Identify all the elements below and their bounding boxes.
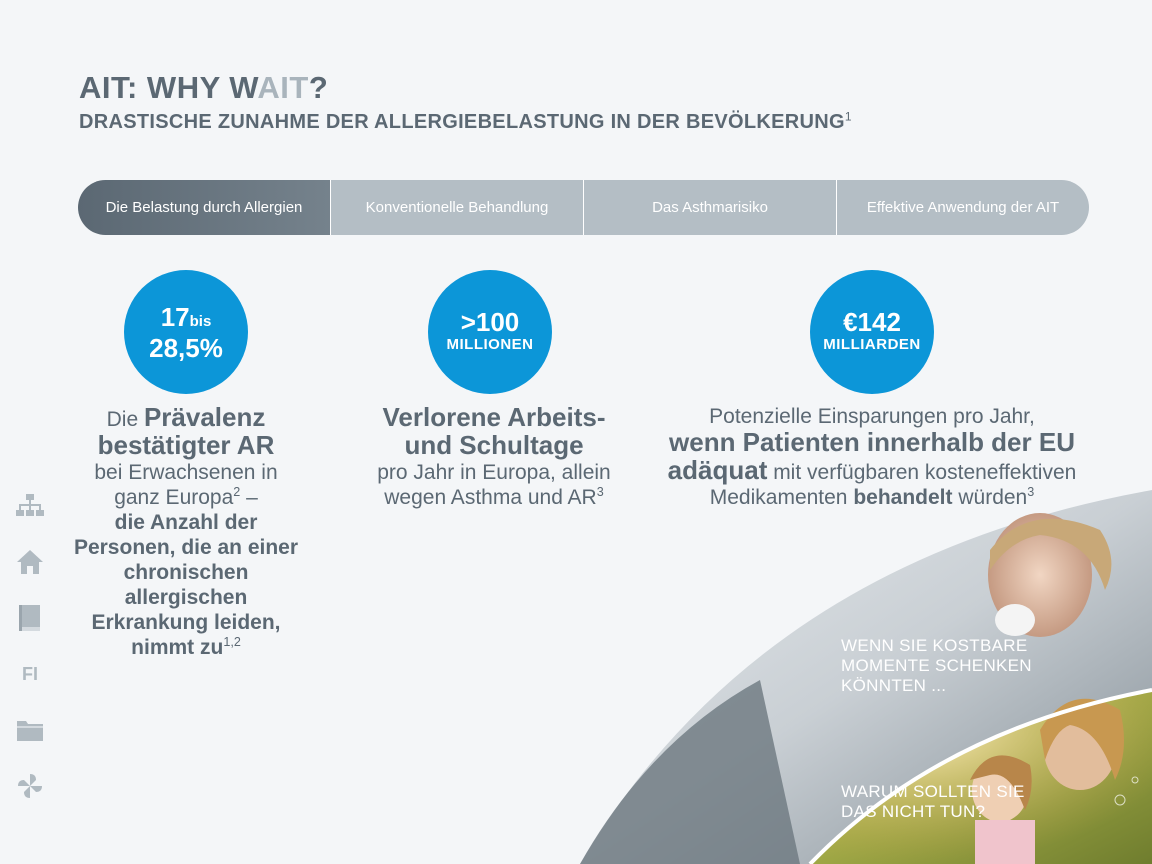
stat-text-workdays: Verlorene Arbeits- und Schultage pro Jah… [356,404,632,510]
stat-circle-savings: €142 MILLIARDEN [810,270,934,394]
stat-value-b: 28,5% [149,332,223,363]
title-part-light: AIT [257,70,309,105]
stat-value-bis: bis [189,312,212,330]
text-part-bold: die Anzahl der Personen, die an einer ch… [73,511,299,659]
photo-caption-2: WARUM SOLLTEN SIE DAS NICHT TUN? [841,782,1025,821]
text-part: bei Erwachsenen in ganz Europa [94,461,278,509]
text-part: Die [106,408,144,431]
title-part: ? [308,70,329,105]
fi-icon[interactable]: FI [22,663,38,684]
subtitle-text: DRASTISCHE ZUNAHME DER ALLERGIEBELASTUNG… [79,111,845,133]
footnote-ref: 3 [1027,485,1035,499]
stat-value: €142 [843,307,901,337]
tab-effektive-anwendung[interactable]: Effektive Anwendung der AIT [836,180,1089,235]
page-title: AIT: WHY WAIT? [79,70,328,106]
stat-text-prevalence: Die Prävalenz bestätigter AR bei Erwachs… [70,404,302,660]
stat-unit: MILLIONEN [446,336,534,353]
sitemap-icon[interactable] [14,490,46,522]
text-part: würden [952,486,1028,509]
sidebar: FI [14,490,46,826]
home-icon[interactable] [14,546,46,578]
photo-caption-1: WENN SIE KOSTBARE MOMENTE SCHENKEN KÖNNT… [841,636,1032,695]
stat-value: 17bis [161,304,212,335]
page-subtitle: DRASTISCHE ZUNAHME DER ALLERGIEBELASTUNG… [79,109,852,134]
title-part: AIT: WHY W [79,70,258,105]
text-part-bold: Verlorene Arbeits- und Schultage [382,402,606,460]
text-part: pro Jahr in Europa, allein wegen Asthma … [377,461,611,509]
tab-bar: Die Belastung durch Allergien Konvention… [78,180,1089,235]
photo-illustration [580,490,1152,864]
book-icon[interactable] [14,602,46,634]
text-part: – [240,486,258,509]
stat-text-savings: Potenzielle Einsparungen pro Jahr, wenn … [656,404,1088,510]
stat-unit: MILLIARDEN [823,336,921,353]
photo-area: WENN SIE KOSTBARE MOMENTE SCHENKEN KÖNNT… [560,480,1152,864]
stat-value: >100 [460,307,520,337]
text-part-bold: wenn Patienten innerhalb der EU adäquat [667,427,1075,485]
text-part: mit verfügbaren kosteneffektiven Medikam… [709,461,1077,509]
stat-circle-prevalence: 17bis 28,5% [124,270,248,394]
folder-icon[interactable] [14,714,46,746]
stat-circle-workdays: >100 MILLIONEN [428,270,552,394]
footnote-ref: 1,2 [223,635,241,649]
footnote-ref: 3 [596,485,604,499]
tab-belastung[interactable]: Die Belastung durch Allergien [78,180,330,235]
text-part-bold: Prävalenz bestätigter AR [97,402,275,460]
footnote-ref: 1 [844,109,852,124]
tab-konventionelle-behandlung[interactable]: Konventionelle Behandlung [330,180,583,235]
text-part: Potenzielle Einsparungen pro Jahr, [709,405,1035,428]
stat-value-a: 17 [160,301,190,332]
text-part-bold: behandelt [853,486,953,509]
footnote-ref: 2 [233,485,241,499]
tab-asthmarisiko[interactable]: Das Asthmarisiko [583,180,836,235]
pinwheel-icon[interactable] [14,770,46,802]
